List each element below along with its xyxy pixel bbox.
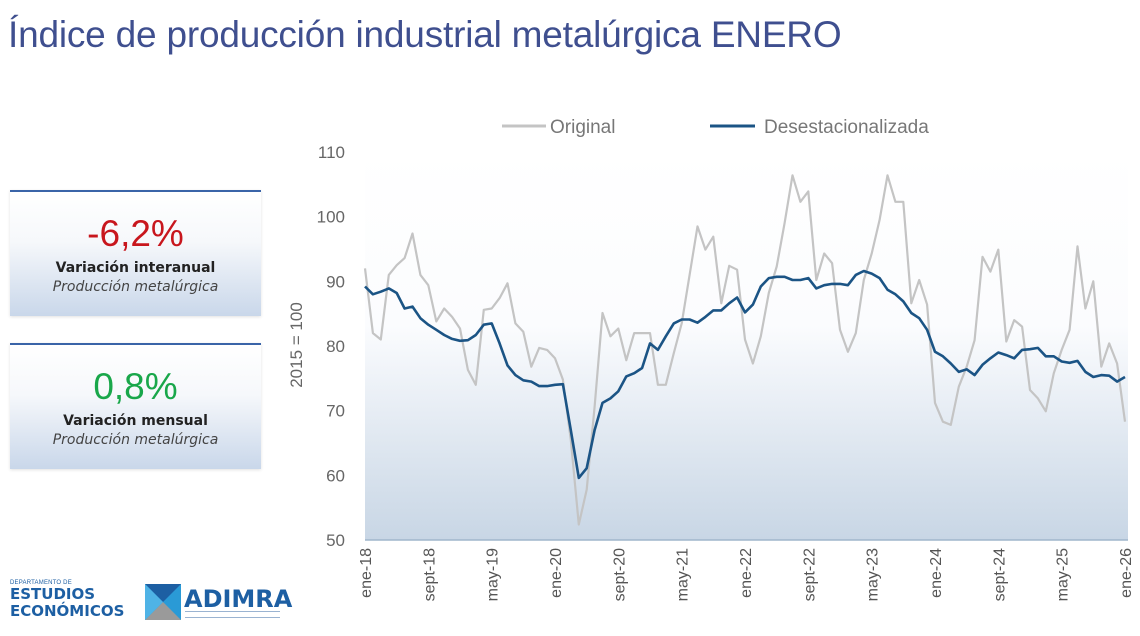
adimra-logo-text: ADIMRA bbox=[184, 585, 293, 613]
x-tick-label: ene-22 bbox=[738, 548, 755, 598]
y-tick-label: 90 bbox=[326, 272, 345, 291]
dept-logo: DEPARTAMENTO DE ESTUDIOS ECONÓMICOS bbox=[10, 580, 124, 620]
x-tick-label: ene-26 bbox=[1118, 548, 1135, 598]
legend-label-original: Original bbox=[550, 117, 615, 138]
y-tick-label: 100 bbox=[317, 208, 345, 227]
x-tick-label: ene-20 bbox=[548, 548, 565, 598]
x-tick-label: ene-18 bbox=[358, 548, 375, 598]
x-tick-label: ene-24 bbox=[928, 548, 945, 598]
series-line-original bbox=[363, 174, 1127, 526]
mom-variation-value: 0,8% bbox=[93, 366, 178, 407]
x-tick-label: sept-22 bbox=[801, 548, 818, 601]
series-line-desestacionalizada bbox=[364, 269, 1126, 480]
dept-logo-small: DEPARTAMENTO DE bbox=[10, 580, 72, 586]
x-tick-label: may-19 bbox=[485, 548, 502, 601]
y-tick-label: 50 bbox=[326, 531, 345, 550]
y-tick-label: 110 bbox=[318, 143, 345, 162]
dept-logo-line1: ESTUDIOS bbox=[10, 585, 96, 603]
x-tick-label: may-21 bbox=[675, 548, 692, 601]
y-tick-label: 70 bbox=[326, 402, 345, 421]
legend: Original Desestacionalizada bbox=[502, 117, 929, 138]
x-tick-label: may-23 bbox=[865, 548, 882, 601]
yoy-variation-card: -6,2% Variación interanual Producción me… bbox=[10, 190, 261, 316]
mom-variation-sub: Producción metalúrgica bbox=[52, 432, 219, 448]
page-title: Índice de producción industrial metalúrg… bbox=[8, 14, 842, 55]
yoy-variation-label: Variación interanual bbox=[55, 260, 216, 276]
x-tick-label: sept-20 bbox=[611, 548, 628, 601]
x-tick-label: sept-24 bbox=[991, 548, 1008, 601]
yoy-variation-sub: Producción metalúrgica bbox=[52, 279, 219, 295]
legend-label-desestacionalizada: Desestacionalizada bbox=[764, 117, 929, 138]
y-tick-label: 80 bbox=[326, 337, 345, 356]
yoy-variation-value: -6,2% bbox=[87, 213, 184, 254]
y-tick-label: 60 bbox=[326, 466, 345, 485]
mom-variation-card: 0,8% Variación mensual Producción metalú… bbox=[10, 343, 261, 469]
dept-logo-line2: ECONÓMICOS bbox=[10, 602, 125, 620]
x-tick-label: may-25 bbox=[1055, 548, 1072, 601]
x-tick-label: sept-18 bbox=[421, 548, 438, 601]
adimra-logo-icon bbox=[145, 584, 181, 620]
mom-variation-label: Variación mensual bbox=[63, 413, 208, 429]
y-axis-label: 2015 = 100 bbox=[287, 302, 306, 388]
adimra-logo-subtext bbox=[185, 611, 280, 618]
